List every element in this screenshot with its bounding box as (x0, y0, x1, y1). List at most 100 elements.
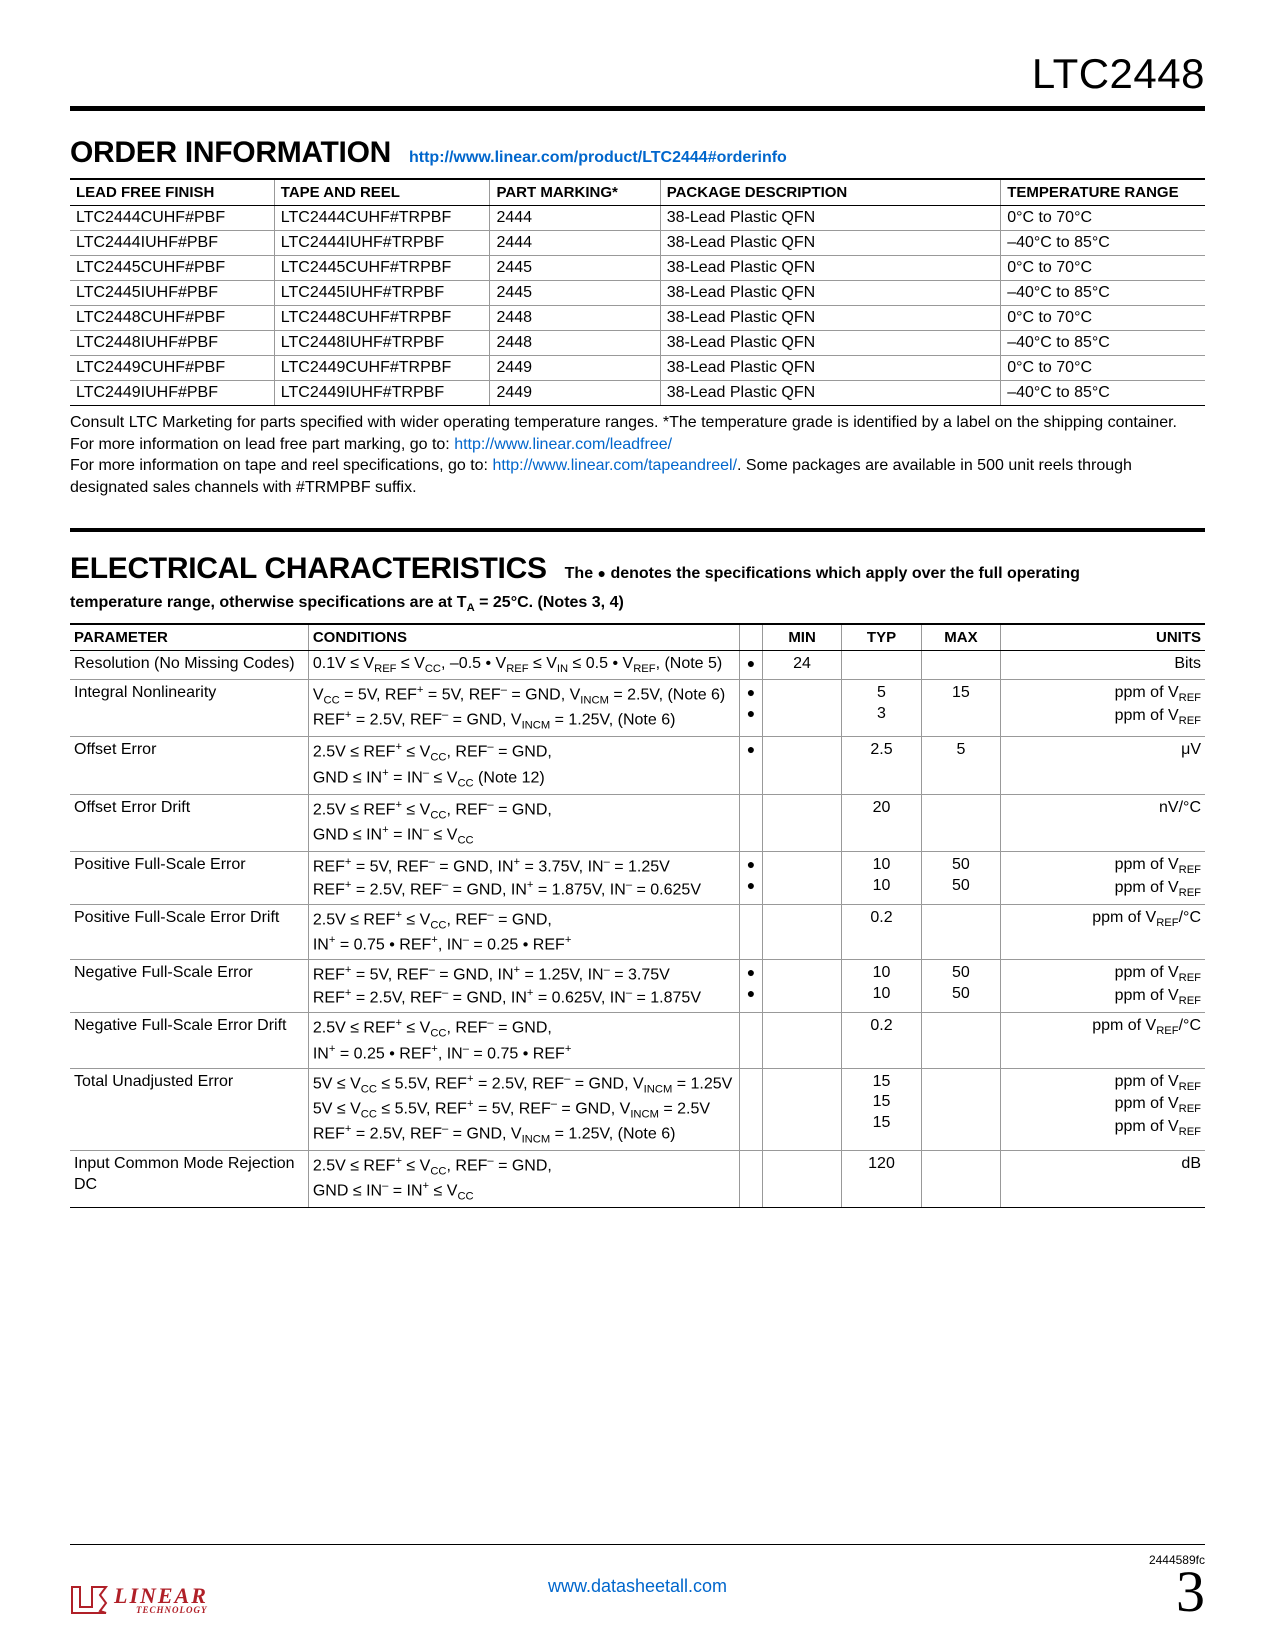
order-col-header: PACKAGE DESCRIPTION (660, 179, 1001, 206)
order-link[interactable]: http://www.linear.com/product/LTC2444#or… (409, 149, 787, 167)
table-cell (740, 1150, 763, 1207)
top-rule (70, 106, 1205, 111)
table-cell: 2.5V ≤ REF+ ≤ VCC, REF– = GND,IN+ = 0.25… (308, 1013, 739, 1068)
table-row: LTC2445CUHF#PBFLTC2445CUHF#TRPBF244538-L… (70, 256, 1205, 281)
table-cell (762, 1150, 841, 1207)
elec-subhead-bottom: temperature range, otherwise specificati… (70, 594, 1205, 614)
table-cell: 2448 (490, 331, 660, 356)
table-cell: VCC = 5V, REF+ = 5V, REF– = GND, VINCM =… (308, 680, 739, 737)
table-cell: ●● (740, 851, 763, 904)
table-cell: LTC2445IUHF#PBF (70, 281, 274, 306)
table-cell: ppm of VREF/°C (1001, 905, 1205, 960)
table-cell: Resolution (No Missing Codes) (70, 650, 308, 680)
table-cell (762, 1068, 841, 1150)
table-cell: 0°C to 70°C (1001, 206, 1205, 231)
table-cell (921, 1068, 1000, 1150)
table-row: LTC2444CUHF#PBFLTC2444CUHF#TRPBF244438-L… (70, 206, 1205, 231)
table-cell: –40°C to 85°C (1001, 281, 1205, 306)
order-col-header: LEAD FREE FINISH (70, 179, 274, 206)
order-col-header: PART MARKING* (490, 179, 660, 206)
table-cell: LTC2444IUHF#PBF (70, 231, 274, 256)
table-cell: 0.2 (842, 905, 921, 960)
table-cell: ppm of VREFppm of VREF (1001, 680, 1205, 737)
logo-mark-icon (70, 1585, 108, 1615)
table-cell: 5050 (921, 851, 1000, 904)
table-cell: 5 (921, 737, 1000, 794)
table-row: Offset Error Drift2.5V ≤ REF+ ≤ VCC, REF… (70, 794, 1205, 851)
table-cell: –40°C to 85°C (1001, 381, 1205, 406)
table-cell: μV (1001, 737, 1205, 794)
table-cell: REF+ = 5V, REF– = GND, IN+ = 1.25V, IN– … (308, 960, 739, 1013)
order-note-2-link[interactable]: http://www.linear.com/leadfree/ (454, 436, 672, 453)
table-cell: 38-Lead Plastic QFN (660, 381, 1001, 406)
elec-col-header (740, 624, 763, 651)
footer-link[interactable]: www.datasheetall.com (548, 1576, 727, 1597)
table-cell: ●● (740, 960, 763, 1013)
table-cell: 38-Lead Plastic QFN (660, 206, 1001, 231)
logo-text-sub: TECHNOLOGY (136, 1606, 208, 1614)
table-cell: 38-Lead Plastic QFN (660, 231, 1001, 256)
table-cell: LTC2444CUHF#PBF (70, 206, 274, 231)
table-cell (762, 680, 841, 737)
table-cell (921, 905, 1000, 960)
elec-subhead-top: The ● denotes the specifications which a… (565, 565, 1080, 583)
table-cell: 2449 (490, 381, 660, 406)
table-cell: 2449 (490, 356, 660, 381)
table-cell: ppm of VREFppm of VREFppm of VREF (1001, 1068, 1205, 1150)
table-cell (762, 960, 841, 1013)
table-cell: 151515 (842, 1068, 921, 1150)
order-note-3-link[interactable]: http://www.linear.com/tapeandreel/ (492, 457, 737, 474)
elec-col-header: MAX (921, 624, 1000, 651)
table-cell: 0°C to 70°C (1001, 256, 1205, 281)
table-cell: Integral Nonlinearity (70, 680, 308, 737)
table-cell: LTC2448IUHF#PBF (70, 331, 274, 356)
table-cell: nV/°C (1001, 794, 1205, 851)
table-cell: 24 (762, 650, 841, 680)
table-cell (921, 1013, 1000, 1068)
table-row: LTC2448CUHF#PBFLTC2448CUHF#TRPBF244838-L… (70, 306, 1205, 331)
part-number: LTC2448 (70, 50, 1205, 98)
table-cell: 2.5V ≤ REF+ ≤ VCC, REF– = GND,GND ≤ IN– … (308, 1150, 739, 1207)
table-cell: –40°C to 85°C (1001, 331, 1205, 356)
table-cell: 0.2 (842, 1013, 921, 1068)
table-cell: –40°C to 85°C (1001, 231, 1205, 256)
table-cell: 38-Lead Plastic QFN (660, 256, 1001, 281)
table-row: Positive Full-Scale Error Drift2.5V ≤ RE… (70, 905, 1205, 960)
table-cell: LTC2449CUHF#TRPBF (274, 356, 490, 381)
table-cell: 0°C to 70°C (1001, 306, 1205, 331)
table-cell (740, 1013, 763, 1068)
order-col-header: TAPE AND REEL (274, 179, 490, 206)
table-cell: ● (740, 650, 763, 680)
table-row: Negative Full-Scale ErrorREF+ = 5V, REF–… (70, 960, 1205, 1013)
table-cell: Input Common Mode Rejection DC (70, 1150, 308, 1207)
table-cell: ppm of VREF/°C (1001, 1013, 1205, 1068)
table-cell: 2.5V ≤ REF+ ≤ VCC, REF– = GND,GND ≤ IN+ … (308, 737, 739, 794)
order-col-header: TEMPERATURE RANGE (1001, 179, 1205, 206)
table-cell: 5V ≤ VCC ≤ 5.5V, REF+ = 2.5V, REF– = GND… (308, 1068, 739, 1150)
table-cell: LTC2444CUHF#TRPBF (274, 206, 490, 231)
table-cell: LTC2448CUHF#TRPBF (274, 306, 490, 331)
company-logo: LINEAR TECHNOLOGY (70, 1585, 208, 1615)
table-row: Total Unadjusted Error5V ≤ VCC ≤ 5.5V, R… (70, 1068, 1205, 1150)
order-note-2-pre: For more information on lead free part m… (70, 436, 454, 453)
table-cell: 120 (842, 1150, 921, 1207)
table-cell: Total Unadjusted Error (70, 1068, 308, 1150)
table-cell: Negative Full-Scale Error Drift (70, 1013, 308, 1068)
table-cell: 38-Lead Plastic QFN (660, 331, 1001, 356)
table-cell: LTC2449IUHF#PBF (70, 381, 274, 406)
table-cell: Bits (1001, 650, 1205, 680)
table-cell (762, 737, 841, 794)
table-cell (921, 650, 1000, 680)
table-row: Input Common Mode Rejection DC2.5V ≤ REF… (70, 1150, 1205, 1207)
table-cell: 1010 (842, 960, 921, 1013)
table-cell: 38-Lead Plastic QFN (660, 356, 1001, 381)
table-cell: LTC2448IUHF#TRPBF (274, 331, 490, 356)
table-cell (762, 794, 841, 851)
table-cell: ppm of VREFppm of VREF (1001, 960, 1205, 1013)
table-cell: Positive Full-Scale Error (70, 851, 308, 904)
table-cell: Offset Error Drift (70, 794, 308, 851)
table-cell (921, 1150, 1000, 1207)
elec-col-header: MIN (762, 624, 841, 651)
table-cell: 0°C to 70°C (1001, 356, 1205, 381)
table-row: LTC2449CUHF#PBFLTC2449CUHF#TRPBF244938-L… (70, 356, 1205, 381)
